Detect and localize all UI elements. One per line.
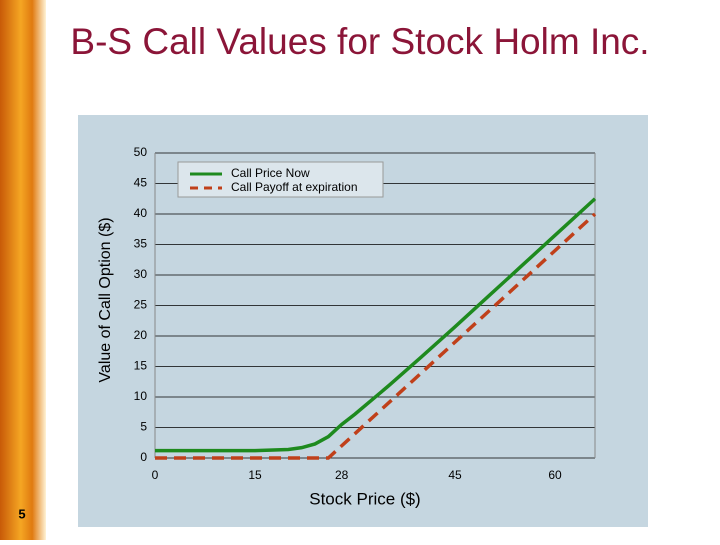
slide-number: 5	[18, 506, 25, 521]
x-axis-label: Stock Price ($)	[309, 489, 420, 508]
y-tick-label: 15	[134, 359, 148, 373]
flame-strip	[0, 0, 46, 540]
y-tick-label: 40	[134, 206, 148, 220]
series-line	[155, 197, 597, 453]
y-tick-label: 25	[134, 298, 148, 312]
x-tick-label: 0	[152, 468, 159, 482]
x-tick-label: 15	[248, 468, 262, 482]
y-tick-label: 50	[134, 145, 148, 159]
slide-title: B-S Call Values for Stock Holm Inc.	[70, 21, 649, 62]
legend-label: Call Payoff at expiration	[231, 180, 358, 194]
y-tick-label: 30	[134, 267, 148, 281]
y-axis-label: Value of Call Option ($)	[97, 217, 114, 382]
y-tick-label: 35	[134, 237, 148, 251]
x-tick-label: 45	[448, 468, 462, 482]
legend-label: Call Price Now	[231, 166, 310, 180]
x-tick-label: 28	[335, 468, 349, 482]
x-tick-label: 60	[548, 468, 562, 482]
y-tick-label: 20	[134, 328, 148, 342]
legend-box	[177, 161, 384, 198]
y-tick-label: 45	[134, 176, 148, 190]
y-tick-label: 5	[140, 420, 147, 434]
series-line	[155, 212, 597, 460]
y-tick-label: 0	[140, 450, 147, 464]
y-tick-label: 10	[134, 389, 148, 403]
